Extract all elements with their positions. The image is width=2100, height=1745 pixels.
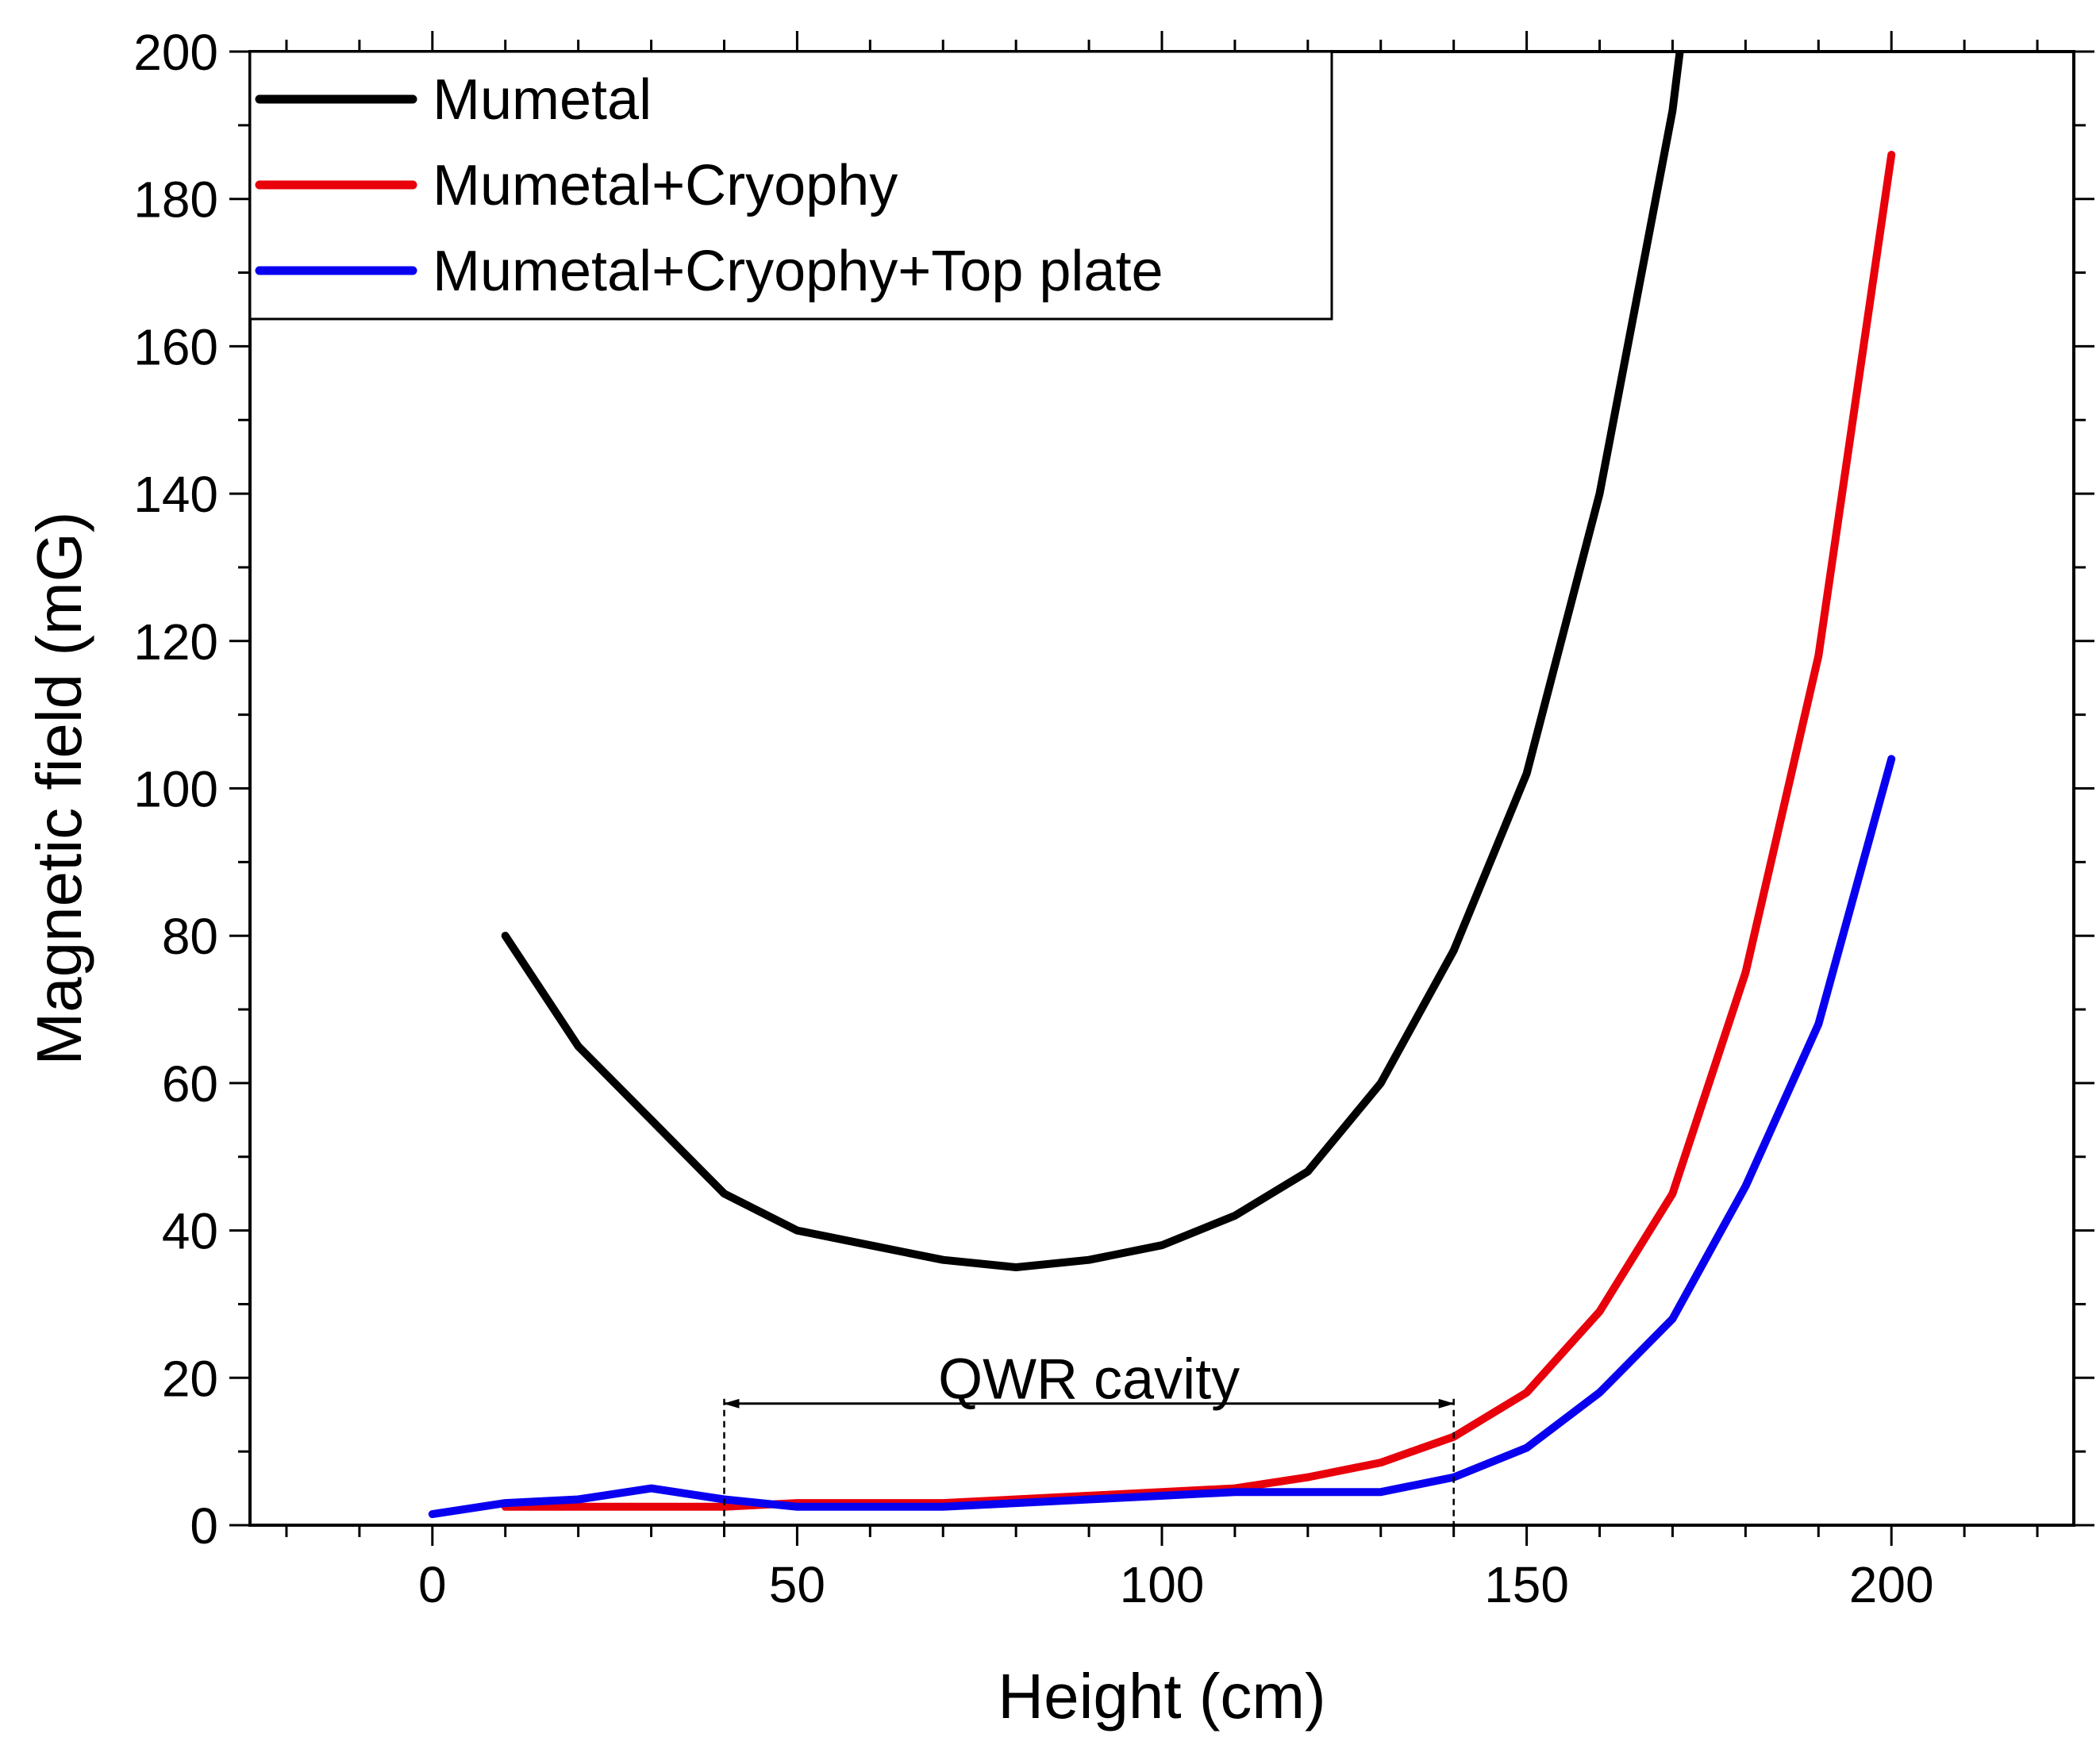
y-tick-label: 60 xyxy=(162,1055,218,1113)
x-tick-label: 200 xyxy=(1849,1556,1934,1613)
y-tick-label: 20 xyxy=(162,1350,218,1407)
annotation-group: QWR cavity xyxy=(723,1347,1455,1525)
y-tick-label: 100 xyxy=(133,761,218,818)
y-tick-label: 120 xyxy=(133,613,218,671)
y-tick-label: 160 xyxy=(133,318,218,375)
legend-box xyxy=(248,50,1333,321)
x-tick-label: 50 xyxy=(769,1556,825,1613)
y-tick-label: 140 xyxy=(133,466,218,523)
legend-label-2: Mumetal+Cryophy+Top plate xyxy=(433,240,1163,303)
y-tick-label: 80 xyxy=(162,908,218,965)
y-tick-label: 200 xyxy=(133,24,218,81)
x-axis-title: Height (cm) xyxy=(998,1661,1325,1732)
legend-label-0: Mumetal xyxy=(433,68,652,132)
x-tick-label: 150 xyxy=(1484,1556,1569,1613)
series-line-0 xyxy=(501,52,1684,1271)
legend: Mumetal Mumetal+Cryophy Mumetal+Cryophy+To… xyxy=(248,50,1333,321)
y-tick-label: 180 xyxy=(133,171,218,229)
annotation-label-0: QWR cavity xyxy=(938,1347,1240,1411)
legend-label-1: Mumetal+Cryophy xyxy=(433,154,898,217)
y-axis-title: Magnetic field (mG) xyxy=(24,512,94,1066)
series-group xyxy=(428,52,1896,1519)
x-tick-label: 100 xyxy=(1120,1556,1205,1613)
x-tick-label: 0 xyxy=(418,1556,447,1613)
series-line-2 xyxy=(428,755,1896,1519)
y-tick-label: 40 xyxy=(162,1203,218,1260)
axes-group: 0 50 100 150 200 0 20 40 60 80 100 120 140 160 180 200 H… xyxy=(24,24,2094,1732)
y-tick-label: 0 xyxy=(190,1497,218,1555)
